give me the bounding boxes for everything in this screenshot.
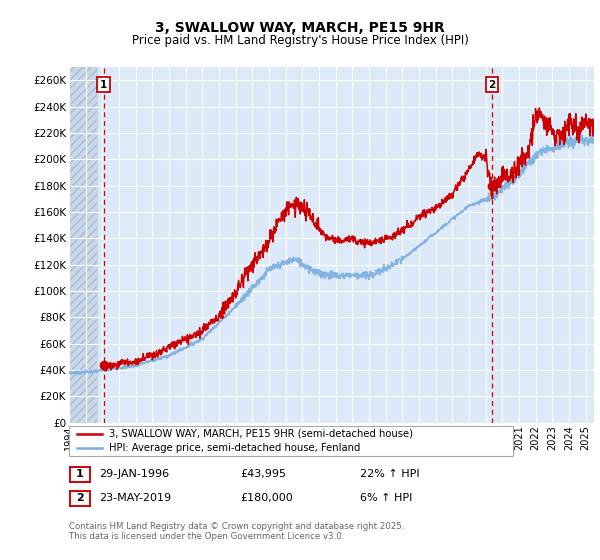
Text: HPI: Average price, semi-detached house, Fenland: HPI: Average price, semi-detached house,… <box>109 443 361 453</box>
Bar <box>69 67 97 423</box>
Text: 2: 2 <box>76 493 83 503</box>
Text: 3, SWALLOW WAY, MARCH, PE15 9HR: 3, SWALLOW WAY, MARCH, PE15 9HR <box>155 21 445 35</box>
Text: 6% ↑ HPI: 6% ↑ HPI <box>360 493 412 503</box>
Text: 23-MAY-2019: 23-MAY-2019 <box>99 493 171 503</box>
FancyBboxPatch shape <box>70 491 89 506</box>
Text: 22% ↑ HPI: 22% ↑ HPI <box>360 469 419 479</box>
Text: 29-JAN-1996: 29-JAN-1996 <box>99 469 169 479</box>
Text: 3, SWALLOW WAY, MARCH, PE15 9HR (semi-detached house): 3, SWALLOW WAY, MARCH, PE15 9HR (semi-de… <box>109 429 413 439</box>
Text: £180,000: £180,000 <box>240 493 293 503</box>
FancyBboxPatch shape <box>69 426 513 456</box>
FancyBboxPatch shape <box>70 467 89 482</box>
Text: 2: 2 <box>488 80 496 90</box>
Text: £43,995: £43,995 <box>240 469 286 479</box>
Text: 1: 1 <box>76 469 83 479</box>
Text: 1: 1 <box>100 80 107 90</box>
Text: Contains HM Land Registry data © Crown copyright and database right 2025.
This d: Contains HM Land Registry data © Crown c… <box>69 522 404 542</box>
Bar <box>69 67 97 423</box>
Text: Price paid vs. HM Land Registry's House Price Index (HPI): Price paid vs. HM Land Registry's House … <box>131 34 469 46</box>
